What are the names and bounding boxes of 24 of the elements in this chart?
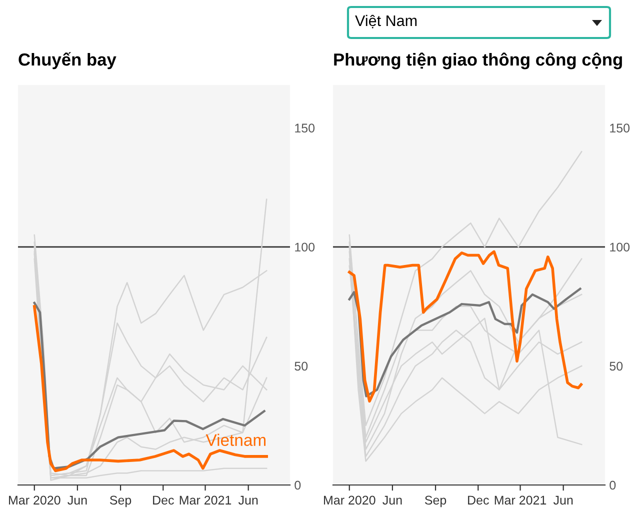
x-tick-label: Mar 2021 [494, 496, 546, 505]
x-tick-label: Jun [238, 496, 258, 505]
x-tick-label: Mar 2020 [324, 496, 376, 505]
chart-title: Chuyến bay [18, 52, 116, 70]
x-tick-label: Sep [424, 496, 446, 508]
y-tick-label: 0 [294, 480, 301, 490]
x-tick-label: Dec [153, 496, 174, 505]
text: Việt Nam [355, 14, 417, 28]
x-tick-label: Dec [468, 496, 489, 505]
x-tick-label: Mar 2021 [180, 496, 232, 505]
y-tick-label: 150 [610, 124, 630, 133]
series-label: Vietnam [206, 434, 266, 446]
x-tick-label: Jun [68, 496, 87, 505]
x-tick-label: Jun [553, 496, 573, 505]
y-tick-label: 100 [295, 242, 315, 252]
chart-title: Phương tiện giao thông công cộng [334, 52, 622, 70]
y-tick-label: 150 [295, 124, 315, 133]
y-tick-label: 0 [610, 480, 616, 490]
x-tick-label: Sep [110, 496, 132, 508]
y-tick-label: 50 [294, 362, 308, 371]
x-tick-label: Mar 2020 [9, 496, 60, 505]
y-tick-label: 100 [610, 242, 630, 252]
x-tick-label: Jun [382, 496, 402, 505]
y-tick-label: 50 [610, 362, 623, 371]
